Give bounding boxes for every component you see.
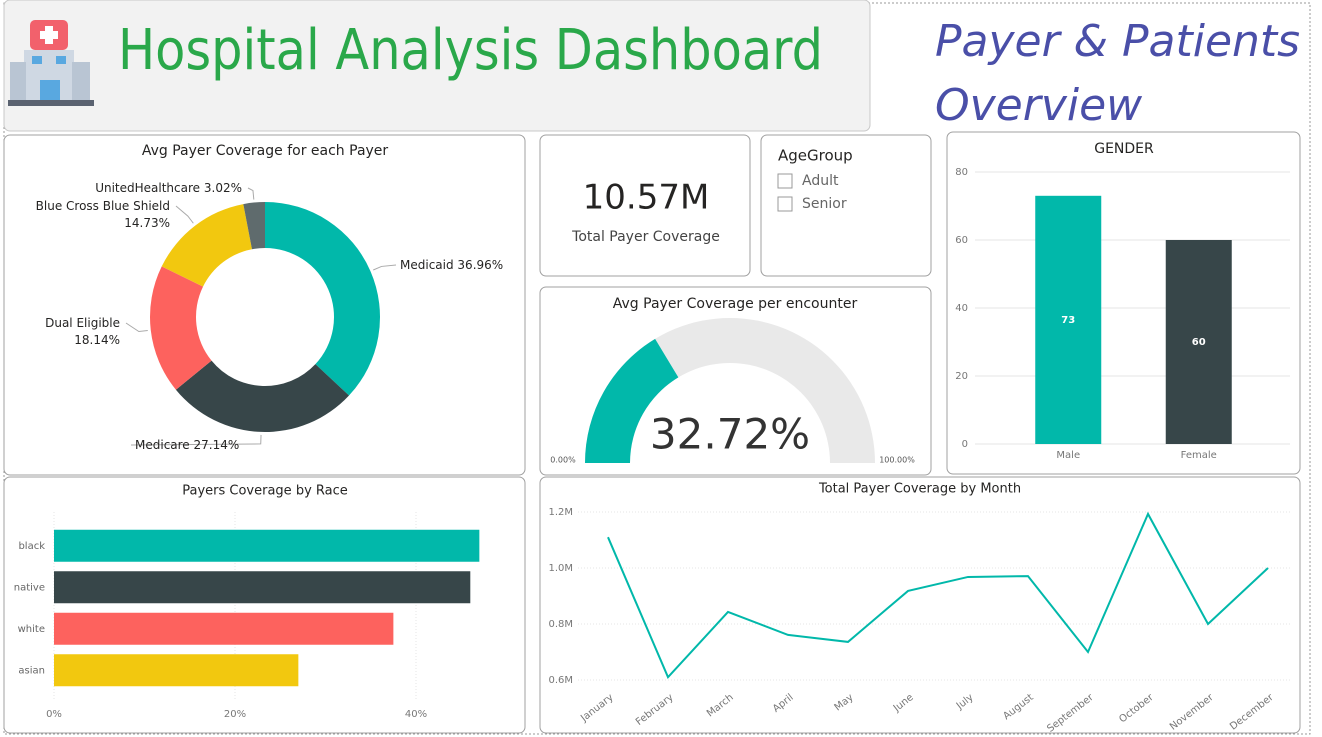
gauge-value: 32.72%	[650, 410, 810, 459]
y-tick-label: 0.6M	[548, 675, 573, 686]
slice-value: 18.14%	[74, 333, 120, 347]
y-tick-label: black	[18, 541, 45, 552]
slice-value: 14.73%	[124, 216, 170, 230]
x-tick-label: 20%	[224, 709, 246, 720]
x-tick-label: Male	[1056, 450, 1080, 461]
line	[607, 511, 1269, 680]
slice-label: Blue Cross Blue Shield 14.73%	[36, 199, 170, 230]
y-tick-label: 1.0M	[548, 563, 573, 574]
gauge-tick-label: 0.00%	[550, 456, 576, 465]
slice-value: 27.14%	[194, 438, 240, 452]
bar	[54, 571, 471, 604]
slicer-panel	[760, 134, 932, 277]
x-tick-label: 0%	[46, 709, 62, 720]
donut-slice	[243, 202, 265, 250]
slice-label: UnitedHealthcare 3.02%	[95, 181, 242, 195]
x-tick-label: 40%	[405, 709, 427, 720]
data-label: 73	[1061, 315, 1075, 326]
y-tick-label: 40	[955, 303, 968, 314]
y-tick-label: native	[14, 582, 45, 593]
slice-category: Medicare	[135, 438, 190, 452]
slice-value: 36.96%	[457, 258, 503, 272]
race-panel	[3, 476, 526, 734]
gender-panel	[946, 131, 1301, 475]
donut-slice	[265, 202, 380, 396]
header-box	[3, 0, 871, 132]
y-tick-label: 60	[955, 235, 968, 246]
chart-title: Avg Payer Coverage for each Payer	[142, 143, 389, 159]
slice-label: Medicare 27.14%	[135, 438, 239, 452]
gauge-tick-label: 100.00%	[879, 456, 915, 465]
slice-value: 3.02%	[204, 181, 242, 195]
x-tick-label: Female	[1181, 450, 1217, 461]
bar	[1165, 240, 1232, 444]
bar	[54, 654, 299, 687]
bar	[1035, 195, 1102, 444]
hospital-icon	[8, 20, 94, 106]
slice-category: Medicaid	[400, 258, 454, 272]
data-label: 60	[1192, 337, 1206, 348]
y-tick-label: white	[18, 624, 45, 635]
bar	[54, 529, 480, 562]
slicer-checkbox[interactable]	[777, 196, 793, 212]
slicer-item[interactable]: Senior	[802, 196, 847, 212]
y-tick-label: 20	[955, 371, 968, 382]
month-panel	[539, 476, 1301, 734]
donut-slice	[150, 266, 212, 390]
slicer-title: AgeGroup	[778, 147, 853, 165]
dashboard-subtitle: Payer & Patients Overview	[935, 16, 1301, 131]
donut-slice	[175, 360, 350, 433]
donut-slice	[161, 204, 252, 287]
bar	[54, 612, 394, 645]
leader-line	[130, 434, 262, 446]
slice-category: Dual Eligible	[45, 316, 120, 330]
slicer-checkbox[interactable]	[777, 173, 793, 189]
chart-title: GENDER	[1094, 141, 1154, 157]
y-tick-label: 0.8M	[548, 619, 573, 630]
y-tick-label: 0	[962, 439, 968, 450]
leader-line	[373, 264, 397, 271]
y-tick-label: 80	[955, 167, 968, 178]
slice-label: Dual Eligible 18.14%	[45, 316, 120, 347]
leader-line	[247, 187, 255, 200]
y-tick-label: 1.2M	[548, 507, 573, 518]
slicer-item[interactable]: Adult	[802, 173, 839, 189]
y-tick-label: asian	[18, 665, 45, 676]
chart-title: Payers Coverage by Race	[182, 484, 348, 499]
dashboard-title: Hospital Analysis Dashboard	[118, 18, 823, 83]
chart-title: Avg Payer Coverage per encounter	[613, 296, 858, 312]
slice-category: UnitedHealthcare	[95, 181, 200, 195]
gauge-value-arc	[585, 338, 679, 463]
card-label: Total Payer Coverage	[571, 229, 720, 245]
card-panel	[539, 134, 751, 277]
chart-title: Total Payer Coverage by Month	[818, 482, 1021, 497]
donut-panel	[3, 134, 526, 476]
slice-label: Medicaid 36.96%	[400, 258, 503, 272]
leader-line	[175, 205, 194, 224]
slice-category: Blue Cross Blue Shield	[36, 199, 170, 213]
card-value: 10.57M	[583, 178, 710, 218]
leader-line	[125, 322, 148, 333]
